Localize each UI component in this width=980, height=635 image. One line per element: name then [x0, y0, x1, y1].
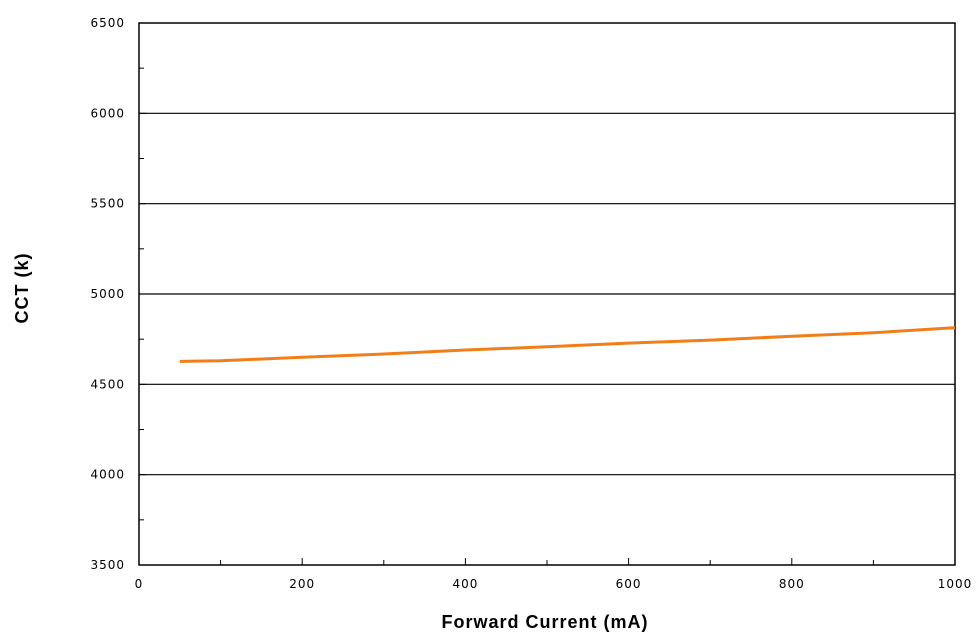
axis-ticks: [138, 22, 956, 566]
y-tick-label: 6500: [90, 16, 125, 30]
y-tick-label: 4500: [90, 377, 125, 391]
y-tick-label: 3500: [90, 558, 125, 572]
x-tick-label: 800: [779, 577, 805, 591]
x-tick-label: 400: [452, 577, 478, 591]
x-tick-label: 0: [135, 577, 144, 591]
y-tick-label: 5000: [90, 287, 125, 301]
x-tick-label: 600: [616, 577, 642, 591]
x-axis-title: Forward Current (mA): [441, 612, 648, 632]
y-tick-label: 5500: [90, 197, 125, 211]
series-layer: [179, 326, 956, 363]
y-tick-label: 4000: [90, 468, 125, 482]
gridlines: [139, 112, 955, 476]
y-tick-label: 6000: [90, 106, 125, 120]
tick-labels: 3500 4000 4500 5000 5500 6000 6500 0 200 400 600 80…: [90, 16, 973, 591]
y-axis-title: CCT (k): [12, 253, 32, 324]
x-tick-label: 1000: [938, 577, 973, 591]
series-line-0: [179, 326, 956, 363]
x-tick-label: 200: [289, 577, 315, 591]
